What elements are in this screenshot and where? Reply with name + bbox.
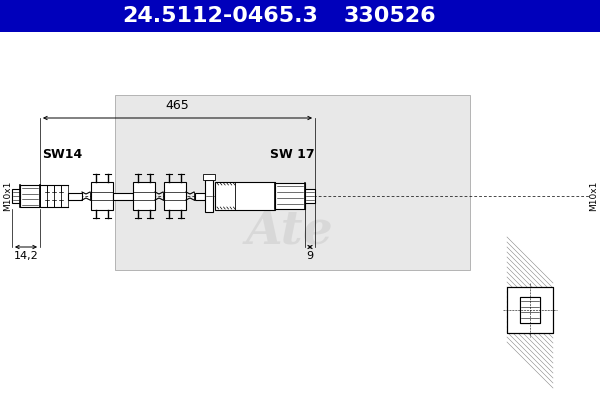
Bar [61, 185, 68, 207]
Bar [68, 192, 82, 200]
Text: 9: 9 [307, 251, 314, 261]
Bar [133, 182, 155, 210]
Bar [215, 182, 275, 210]
Bar [203, 174, 215, 180]
Text: M10x1: M10x1 [4, 181, 13, 211]
Text: SW 17: SW 17 [270, 148, 314, 162]
Bar [520, 297, 540, 323]
Bar [113, 192, 133, 200]
Bar [40, 185, 47, 207]
Bar [520, 297, 540, 323]
Bar [0, 0, 600, 32]
Bar [47, 185, 54, 207]
Bar [507, 287, 553, 333]
Bar [20, 185, 40, 207]
Text: SW14: SW14 [42, 148, 82, 162]
Bar [507, 287, 553, 333]
Bar [275, 183, 305, 209]
Bar [54, 185, 61, 207]
Text: M10x1: M10x1 [589, 181, 599, 211]
Bar [115, 95, 470, 270]
Text: 14,2: 14,2 [14, 251, 38, 261]
Bar [305, 189, 315, 203]
Text: Ate: Ate [246, 207, 334, 253]
Bar [195, 192, 205, 200]
Bar [12, 189, 20, 203]
Bar [91, 182, 113, 210]
Text: 24.5112-0465.3: 24.5112-0465.3 [122, 6, 318, 26]
Bar [205, 180, 213, 212]
Text: 330526: 330526 [344, 6, 436, 26]
Text: 465: 465 [166, 99, 190, 112]
Bar [164, 182, 186, 210]
